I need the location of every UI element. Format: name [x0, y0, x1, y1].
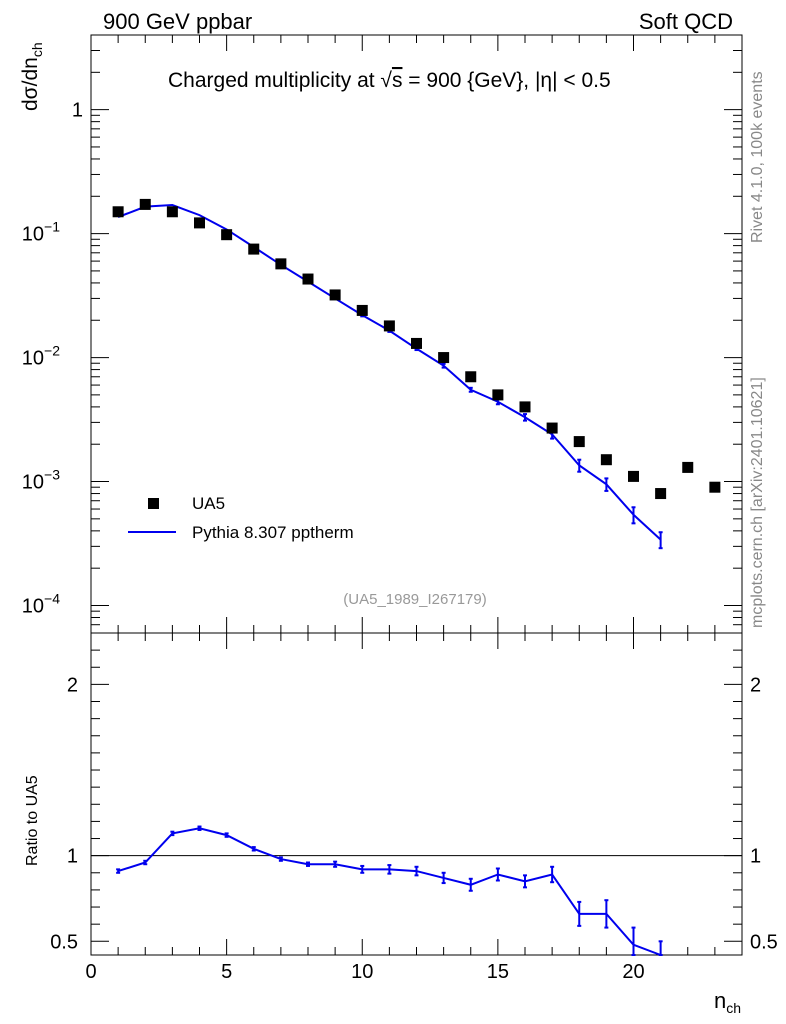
ua5-marker: [112, 206, 124, 218]
ratio-line: [117, 827, 661, 956]
main-ytick-label: 10−2: [22, 343, 60, 370]
legend-pythia-label: Pythia 8.307 pptherm: [192, 523, 354, 542]
main-ylabel: dσ/dnch: [19, 42, 45, 111]
ua5-marker: [682, 461, 694, 473]
x-axis-label: nch: [714, 988, 741, 1016]
header-right-label: Soft QCD: [639, 9, 733, 34]
ua5-marker: [329, 289, 341, 301]
ua5-marker: [383, 320, 395, 332]
ua5-marker: [655, 488, 667, 500]
ratio-ytick-label-right: 2: [750, 674, 761, 696]
x-tick-labels: 0 5 10 15 20: [85, 961, 644, 983]
ratio-ytick-labels: 0.5 0.5 1 1 2 2: [50, 674, 778, 953]
ua5-marker: [492, 389, 504, 401]
pythia-line: [117, 204, 662, 541]
ua5-marker: [573, 436, 585, 448]
main-frame: [90, 34, 743, 634]
plot-title: Charged multiplicity at √s = 900 {GeV}, …: [168, 69, 611, 92]
legend-ua5-label: UA5: [192, 494, 225, 513]
x-tick-label: 5: [221, 961, 232, 983]
ratio-ytick-label-right: 1: [750, 846, 761, 868]
ua5-marker: [139, 198, 151, 210]
main-ytick-label: 10−3: [22, 467, 60, 494]
rivet-version-label: Rivet 4.1.0, 100k events: [749, 71, 766, 243]
ua5-marker: [709, 481, 721, 493]
analysis-id-label: (UA5_1989_I267179): [343, 591, 486, 608]
ratio-ytick-label-left: 2: [67, 674, 78, 696]
ua5-marker: [628, 470, 639, 482]
ua5-marker: [411, 337, 422, 349]
header-left-label: 900 GeV ppbar: [103, 9, 252, 34]
ratio-ytick-label-left: 1: [67, 846, 78, 868]
x-tick-label: 20: [622, 961, 644, 983]
main-ytick-label: 1: [72, 100, 83, 122]
ua5-marker: [248, 243, 260, 255]
legend: UA5 Pythia 8.307 pptherm: [128, 494, 354, 542]
ratio-ticks: [90, 633, 743, 955]
ua5-marker: [438, 352, 450, 364]
mcplots-label: mcplots.cern.ch [arXiv:2401.10621]: [749, 377, 766, 628]
main-data: [112, 198, 721, 550]
ratio-frame: [90, 632, 743, 956]
ratio-ytick-label-right: 0.5: [750, 931, 778, 953]
main-ytick-labels: 1 10−1 10−2 10−3 10−4: [22, 100, 83, 618]
ua5-marker: [600, 454, 612, 466]
x-tick-label: 10: [351, 961, 373, 983]
main-ytick-label: 10−4: [22, 590, 60, 617]
ua5-marker: [465, 371, 477, 383]
ua5-marker: [166, 206, 178, 218]
ua5-marker: [356, 304, 368, 316]
ratio-data: [116, 825, 663, 956]
main-ticks: [90, 34, 743, 634]
x-tick-label: 0: [85, 961, 96, 983]
ua5-marker: [221, 229, 233, 241]
ua5-marker: [275, 258, 287, 270]
x-tick-label: 15: [487, 961, 509, 983]
ua5-marker: [302, 273, 314, 285]
ratio-ylabel: Ratio to UA5: [24, 775, 41, 866]
ua5-marker: [519, 401, 531, 413]
ua5-marker: [546, 422, 558, 434]
ua5-marker: [194, 217, 205, 229]
ratio-panel: 0.5 0.5 1 1 2 2 0 5 10 15 20 Ratio to UA5 nch: [24, 632, 778, 1016]
main-ytick-label: 10−1: [22, 219, 60, 246]
ratio-ytick-label-left: 0.5: [50, 931, 78, 953]
main-panel: 1 10−1 10−2 10−3 10−4 (UA5_1989_I267179) UA5…: [19, 34, 743, 634]
legend-ua5-marker: [148, 498, 159, 509]
